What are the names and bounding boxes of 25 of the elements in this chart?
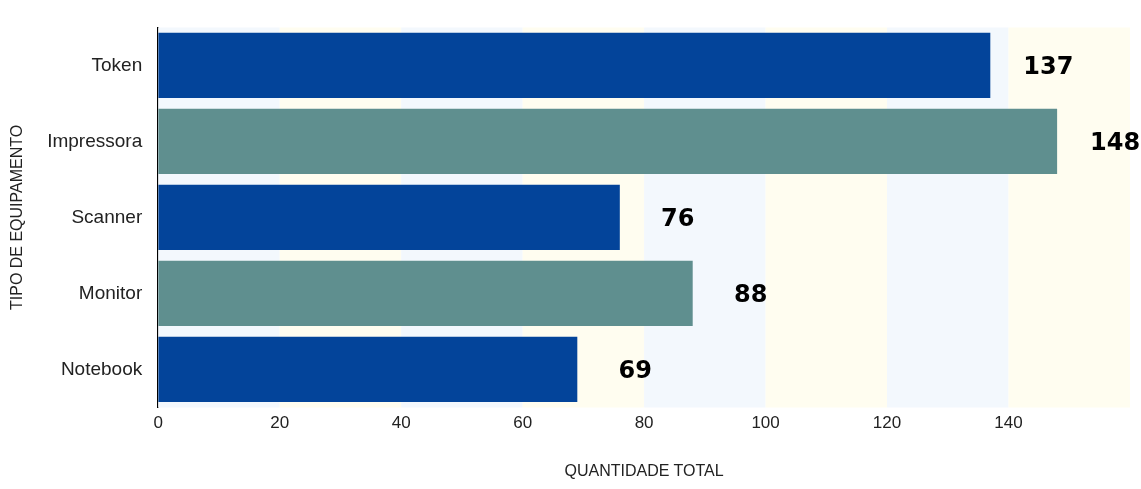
- data-label: 148: [1090, 127, 1141, 156]
- y-tick-label: Scanner: [71, 205, 143, 227]
- data-label: 69: [618, 355, 653, 384]
- x-tick-label: 0: [153, 413, 163, 433]
- y-tick-label: Notebook: [60, 357, 143, 379]
- x-axis-title: QUANTIDADE TOTAL: [564, 461, 724, 479]
- x-tick-label: 100: [751, 413, 780, 433]
- bar: [158, 336, 578, 403]
- x-tick-label: 140: [994, 413, 1023, 433]
- x-tick-label: 60: [513, 413, 533, 433]
- y-tick-label: Impressora: [47, 129, 143, 151]
- bar: [158, 108, 1058, 175]
- y-tick-label: Token: [91, 53, 143, 75]
- data-label: 88: [734, 279, 768, 308]
- y-tick-label: Monitor: [78, 281, 143, 303]
- data-label: 76: [661, 203, 695, 232]
- bar: [158, 184, 620, 251]
- data-label: 137: [1023, 51, 1074, 80]
- y-axis-title: TIPO DE EQUIPAMENTO: [8, 124, 26, 311]
- bar: [158, 260, 693, 327]
- x-tick-label: 20: [270, 413, 290, 433]
- x-tick-label: 80: [634, 413, 654, 433]
- x-tick-label: 120: [872, 413, 902, 433]
- x-tick-label: 40: [391, 413, 411, 433]
- bar: [158, 32, 991, 99]
